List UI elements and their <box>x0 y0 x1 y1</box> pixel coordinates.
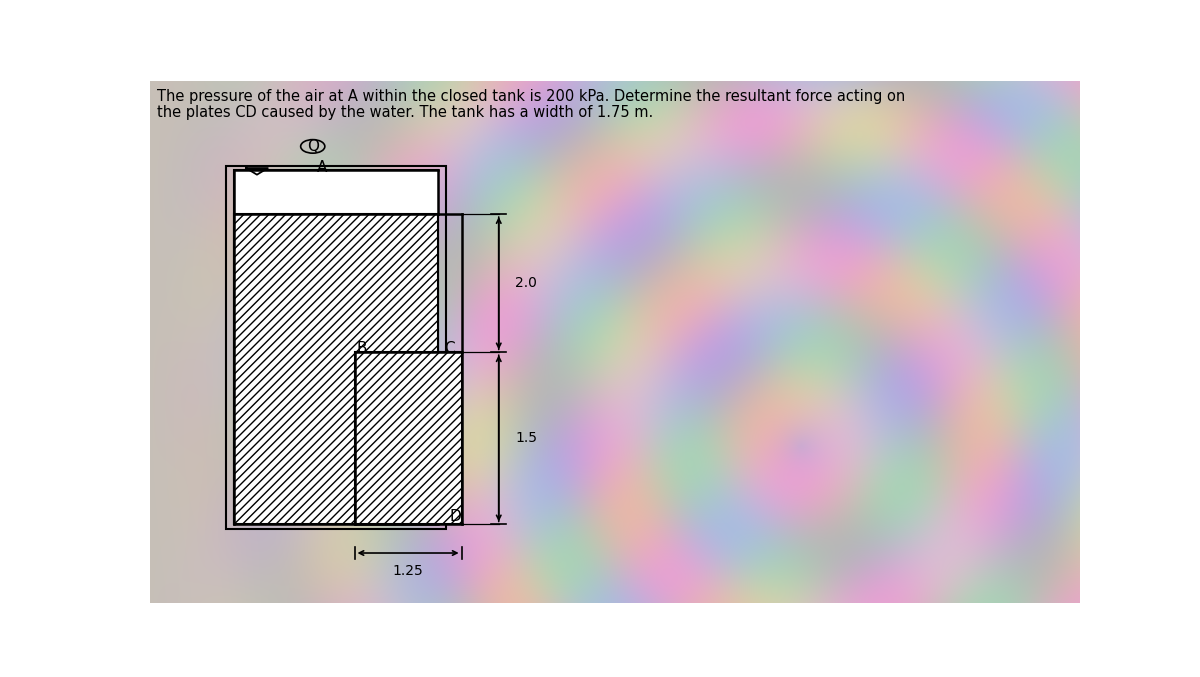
Text: A: A <box>317 160 328 175</box>
Bar <box>234 170 438 214</box>
Text: 1.25: 1.25 <box>392 564 424 578</box>
Text: D: D <box>449 509 461 524</box>
Bar <box>227 166 445 529</box>
Text: The pressure of the air at A within the closed tank is 200 kPa. Determine the re: The pressure of the air at A within the … <box>157 89 906 104</box>
Bar <box>355 352 462 524</box>
Bar <box>234 170 438 524</box>
Text: C: C <box>444 341 455 356</box>
Text: the plates CD caused by the water. The tank has a width of 1.75 m.: the plates CD caused by the water. The t… <box>157 105 654 120</box>
Text: Q: Q <box>307 139 319 154</box>
Text: B: B <box>356 341 367 356</box>
Bar <box>234 214 438 524</box>
Text: 1.5: 1.5 <box>516 431 538 445</box>
Text: 2.0: 2.0 <box>516 276 538 290</box>
